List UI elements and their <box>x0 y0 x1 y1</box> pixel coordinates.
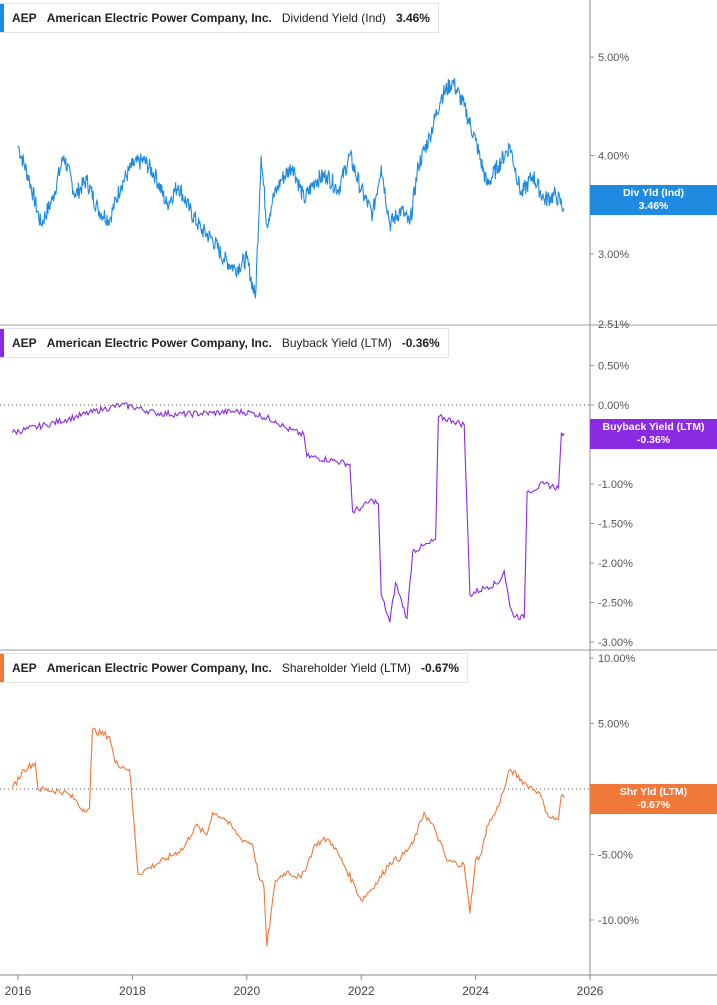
legend-value: -0.67% <box>421 661 460 675</box>
legend-company: American Electric Power Company, Inc. <box>46 336 272 350</box>
flag-label: Div Yld (Ind) <box>622 187 685 199</box>
x-tick-label: 2024 <box>462 984 489 998</box>
y-tick-label: -3.00% <box>598 637 633 649</box>
y-tick-label: -10.00% <box>598 915 639 927</box>
y-tick-label: 0.00% <box>598 400 629 412</box>
y-tick-label: -1.00% <box>598 479 633 491</box>
flag-value: -0.67% <box>636 799 671 811</box>
legend-metric: Shareholder Yield (LTM) <box>281 661 412 675</box>
series-line-shareholder-yield-ltm <box>11 727 565 947</box>
legend-ticker: AEP <box>12 661 37 675</box>
y-tick-label: 5.00% <box>598 52 629 64</box>
legend-ticker: AEP <box>12 336 37 350</box>
y-tick-label: -2.00% <box>598 558 633 570</box>
y-tick-label: 4.00% <box>598 151 629 163</box>
y-tick-label: 5.00% <box>598 719 629 731</box>
series-color-swatch <box>0 4 4 32</box>
legend-company: American Electric Power Company, Inc. <box>46 661 272 675</box>
x-tick-label: 2018 <box>119 984 146 998</box>
last-value-flag-dividend: Div Yld (Ind) 3.46% <box>590 185 717 215</box>
x-tick-label: 2016 <box>5 984 32 998</box>
y-tick-label: -5.00% <box>598 850 633 862</box>
x-tick-label: 2022 <box>348 984 375 998</box>
legend-shareholder-yield[interactable]: AEP American Electric Power Company, Inc… <box>0 653 469 683</box>
y-tick-label: 10.00% <box>598 653 636 665</box>
y-tick-label: 3.00% <box>598 249 629 261</box>
legend-metric: Dividend Yield (Ind) <box>281 11 386 25</box>
legend-metric: Buyback Yield (LTM) <box>281 336 392 350</box>
last-value-flag-buyback: Buyback Yield (LTM) -0.36% <box>590 419 717 449</box>
series-color-swatch <box>0 654 4 682</box>
y-tick-label: 0.50% <box>598 361 629 373</box>
legend-dividend-yield[interactable]: AEP American Electric Power Company, Inc… <box>0 3 439 33</box>
series-color-swatch <box>0 329 4 357</box>
y-tick-label-bottom: 2.51% <box>598 319 629 331</box>
flag-value: -0.36% <box>636 434 671 446</box>
last-value-flag-shareholder: Shr Yld (LTM) -0.67% <box>590 784 717 814</box>
y-tick-label: -2.50% <box>598 598 633 610</box>
flag-label: Buyback Yield (LTM) <box>602 421 705 433</box>
y-tick-label: -1.50% <box>598 519 633 531</box>
flag-value: 3.46% <box>638 200 669 212</box>
legend-ticker: AEP <box>12 11 37 25</box>
flag-label: Shr Yld (LTM) <box>619 786 688 798</box>
x-tick-label: 2026 <box>577 984 604 998</box>
series-line-dividend-yield-ind <box>17 78 565 299</box>
legend-value: -0.36% <box>401 336 440 350</box>
x-tick-label: 2020 <box>233 984 260 998</box>
legend-value: 3.46% <box>395 11 430 25</box>
legend-company: American Electric Power Company, Inc. <box>46 11 272 25</box>
legend-buyback-yield[interactable]: AEP American Electric Power Company, Inc… <box>0 328 449 358</box>
series-line-buyback-yield-ltm <box>11 402 565 623</box>
